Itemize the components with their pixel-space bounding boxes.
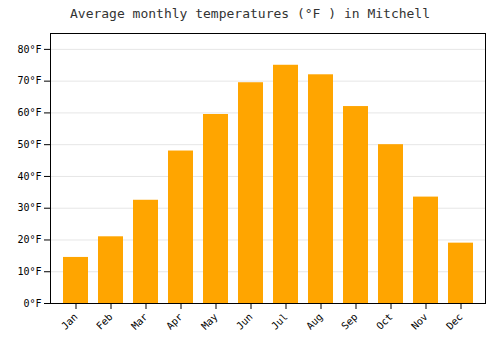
- svg-text:Mar: Mar: [129, 311, 150, 332]
- svg-text:20°F: 20°F: [17, 234, 41, 245]
- svg-text:10°F: 10°F: [17, 266, 41, 277]
- svg-text:Apr: Apr: [164, 311, 185, 332]
- svg-text:Jan: Jan: [59, 311, 80, 332]
- svg-text:0°F: 0°F: [23, 298, 41, 309]
- svg-text:Feb: Feb: [94, 311, 115, 332]
- svg-text:Jun: Jun: [234, 311, 255, 332]
- svg-text:30°F: 30°F: [17, 202, 41, 213]
- svg-text:Aug: Aug: [304, 311, 325, 332]
- svg-text:Dec: Dec: [444, 311, 465, 332]
- svg-text:70°F: 70°F: [17, 75, 41, 86]
- html-text:Average monthly temperatures (: Average monthly temperatures (°F ) in Mi…: [70, 6, 430, 21]
- svg-text:Oct: Oct: [374, 311, 395, 332]
- svg-text:Nov: Nov: [409, 311, 430, 332]
- svg-text:May: May: [199, 311, 220, 332]
- svg-text:50°F: 50°F: [17, 139, 41, 150]
- svg-text:80°F: 80°F: [17, 44, 41, 55]
- svg-text:60°F: 60°F: [17, 107, 41, 118]
- svg-text:Jul: Jul: [269, 311, 290, 332]
- svg-text:40°F: 40°F: [17, 171, 41, 182]
- svg-text:Sep: Sep: [339, 311, 360, 332]
